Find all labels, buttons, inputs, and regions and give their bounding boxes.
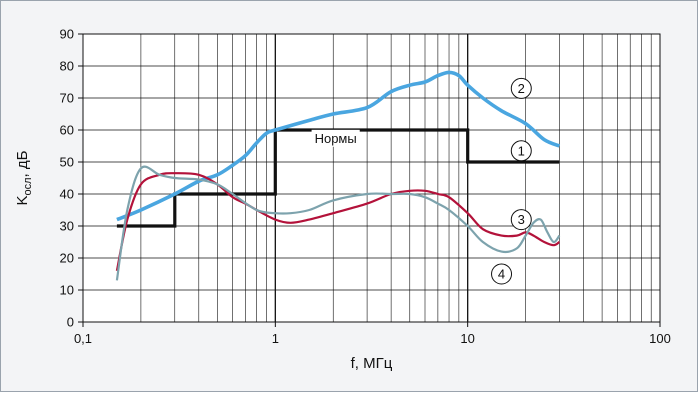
y-tick-label: 40: [60, 187, 74, 202]
y-tick-label: 80: [60, 59, 74, 74]
series-marker-2: 2: [510, 77, 532, 99]
annotations: Нормы 2 1 3 4: [311, 77, 532, 285]
marker-circle: [510, 140, 532, 162]
y-tick-label: 10: [60, 283, 74, 298]
marker-label: 2: [518, 81, 525, 96]
series-group: [115, 70, 561, 281]
x-axis-title: f, МГц: [351, 355, 393, 372]
y-axis-title: Kосл, дБ: [14, 150, 34, 205]
marker-label: 3: [518, 212, 525, 227]
y-axis-title-main: K: [14, 195, 31, 205]
series-line-2: [116, 70, 561, 222]
y-tick-label: 20: [60, 251, 74, 266]
x-tick-label: 100: [649, 331, 671, 346]
y-axis-title-rest: , дБ: [14, 150, 31, 177]
annotation-background: [311, 129, 360, 147]
y-tick-label: 90: [60, 27, 74, 42]
y-tick-label: 70: [60, 91, 74, 106]
y-tick-label: 50: [60, 155, 74, 170]
marker-circle: [491, 263, 513, 285]
x-tick-label: 0,1: [74, 331, 92, 346]
series-marker-3: 3: [510, 209, 532, 231]
y-axis-title-subscript: осл: [22, 177, 34, 195]
series-marker-4: 4: [491, 263, 513, 285]
x-tick-label: 1: [272, 331, 279, 346]
series-line-3: [115, 172, 561, 272]
marker-label: 4: [498, 267, 505, 282]
annotation-text: Нормы: [315, 131, 357, 146]
series-line-4: [115, 165, 561, 281]
tick-labels: 0 10 20 30 40 50 60 70 80 90 0,1 1 10 100: [60, 27, 671, 347]
series-marker-1: 1: [510, 140, 532, 162]
marker-label: 1: [518, 143, 525, 158]
series-line-1: [116, 128, 560, 228]
x-tick-label: 10: [460, 331, 474, 346]
marker-circle: [510, 77, 532, 99]
y-tick-label: 0: [67, 315, 74, 330]
y-tick-label: 30: [60, 219, 74, 234]
y-tick-label: 60: [60, 123, 74, 138]
marker-circle: [510, 209, 532, 231]
